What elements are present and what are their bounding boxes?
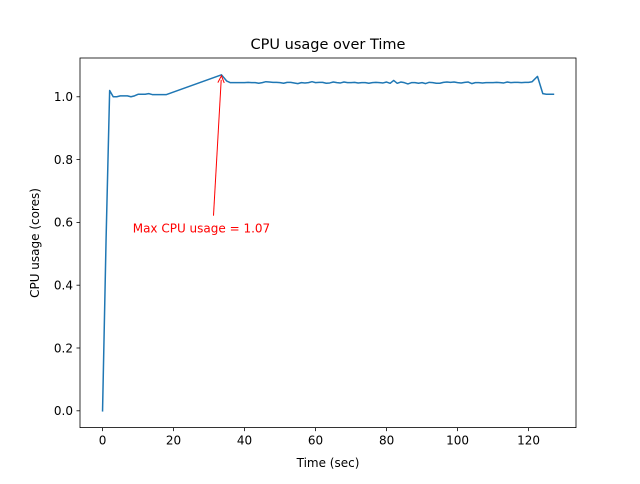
y-tick-label: 0.0 — [54, 404, 73, 418]
annotation-arrow-line — [212, 79, 222, 216]
y-tick-label: 1.0 — [54, 90, 73, 104]
y-axis: 0.0 0.2 0.4 0.6 0.8 1.0 — [54, 90, 80, 418]
x-tick-label: 100 — [446, 434, 469, 448]
annotation-text: Max CPU usage = 1.07 — [133, 222, 270, 236]
x-axis: 0 20 40 60 80 100 120 — [99, 427, 540, 448]
x-tick-label: 120 — [517, 434, 540, 448]
y-tick-label: 0.8 — [54, 153, 73, 167]
y-axis-label: CPU usage (cores) — [28, 188, 42, 298]
annotation: Max CPU usage = 1.07 — [133, 74, 270, 236]
x-tick-label: 0 — [99, 434, 107, 448]
x-tick-label: 80 — [379, 434, 394, 448]
y-tick-label: 0.6 — [54, 216, 73, 230]
series-line-0 — [101, 74, 555, 412]
plot-area — [101, 74, 555, 412]
axes-frame — [79, 57, 577, 429]
x-tick-label: 60 — [308, 434, 323, 448]
annotation-arrow-head — [217, 74, 225, 84]
x-tick-label: 20 — [166, 434, 181, 448]
x-tick-label: 40 — [237, 434, 252, 448]
y-tick-label: 0.2 — [54, 341, 73, 355]
chart-title: CPU usage over Time — [251, 37, 406, 53]
x-axis-label: Time (sec) — [296, 456, 360, 470]
y-tick-label: 0.4 — [54, 278, 73, 292]
